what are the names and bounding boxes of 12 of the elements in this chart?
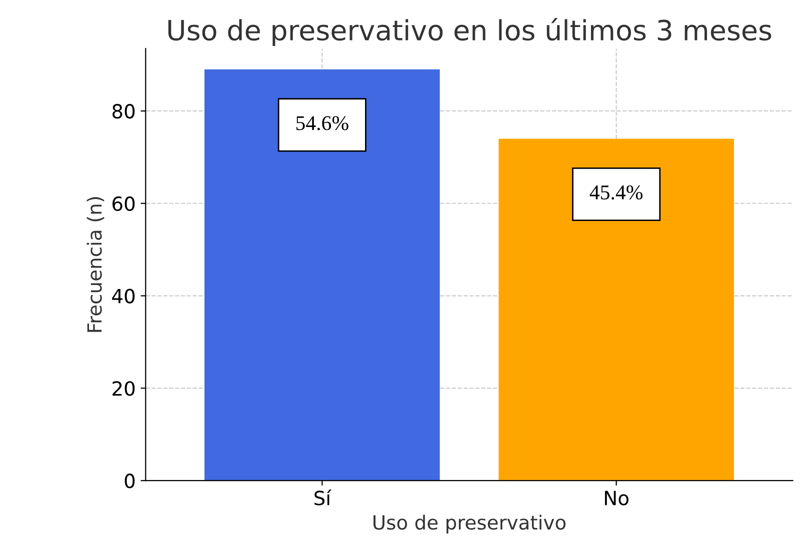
y-tick-label: 40 <box>112 288 135 304</box>
y-tick-label: 0 <box>124 474 135 488</box>
chart-title: Uso de preservativo en los últimos 3 meses <box>168 18 772 46</box>
x-tick-label: Sí <box>314 490 332 506</box>
x-axis-title: Uso de preservativo <box>374 514 566 534</box>
annotation: 54.6% <box>296 116 348 130</box>
x-tick-label: No <box>604 490 628 506</box>
annotation: 45.4% <box>590 185 643 200</box>
y-tick-label: 80 <box>112 104 135 119</box>
y-axis-title: Frecuencia (n) <box>86 197 104 332</box>
y-tick-label: 60 <box>112 196 135 212</box>
y-tick-label: 20 <box>112 381 135 396</box>
